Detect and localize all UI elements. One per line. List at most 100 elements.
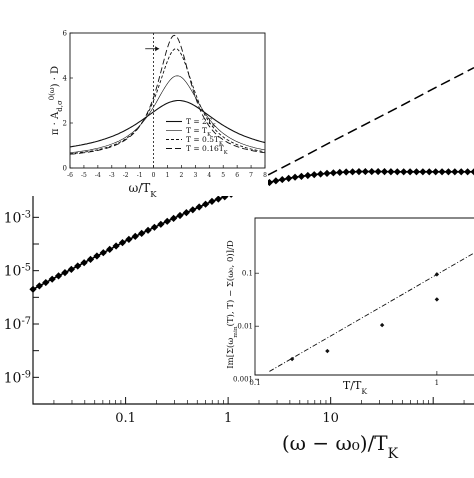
inset-top-x-tick-label: -6 — [67, 172, 73, 179]
inset-bottom-x-tick-label: 1 — [435, 379, 439, 387]
diamond-marker — [42, 278, 50, 287]
diamond-marker — [380, 168, 389, 176]
inset-top-arrow-head — [155, 46, 160, 52]
inset-bottom-point — [379, 322, 385, 328]
diamond-marker — [99, 249, 107, 257]
diamond-marker — [329, 169, 337, 177]
inset-top-y-tick-label: 4 — [63, 75, 68, 83]
diamond-marker — [348, 168, 357, 176]
inset-bottom-y-tick-label: 0.001 — [233, 376, 253, 384]
inset-top-x-tick-label: 6 — [235, 172, 239, 179]
diamond-marker — [48, 275, 56, 283]
inset-bottom-y-tick-label: 0.1 — [242, 270, 253, 278]
inset-top-x-tick-label: 7 — [249, 172, 253, 179]
diamond-markers — [29, 167, 474, 293]
diamond-marker — [29, 285, 37, 293]
inset-bottom-background — [226, 214, 474, 392]
diamond-marker — [131, 232, 139, 240]
inset-top-x-tick-label: 3 — [193, 172, 197, 179]
diamond-marker — [451, 168, 459, 176]
diamond-marker — [272, 177, 280, 185]
inset-top-legend-label: T = TK — [186, 126, 211, 138]
inset-top-legend-label: T = 0.16TK — [186, 144, 228, 156]
diamond-marker — [400, 168, 408, 176]
inset-top-x-tick-label: 5 — [221, 172, 225, 179]
y-tick-label: 10-3 — [4, 209, 31, 227]
inset-top-x-tick-label: -5 — [81, 172, 87, 179]
inset-top-legend-label: T = 2TK — [186, 117, 216, 129]
diamond-marker — [201, 200, 210, 208]
x-tick-label: 10 — [322, 411, 339, 426]
diamond-marker — [425, 168, 433, 176]
diamond-marker — [189, 206, 197, 214]
diamond-marker — [361, 167, 369, 176]
diamond-marker — [317, 170, 325, 178]
inset-bottom-point — [434, 272, 440, 277]
diamond-marker — [35, 282, 43, 290]
diamond-marker — [310, 171, 318, 179]
y-tick-label: 10-5 — [4, 262, 31, 280]
diamond-marker — [457, 168, 465, 176]
y-tick-label: 10-7 — [4, 316, 31, 334]
inset-top-y-tick-label: 6 — [63, 30, 68, 38]
inset-top-x-tick-label: 2 — [180, 172, 184, 179]
inset-top-x-tick-label: -3 — [109, 172, 115, 179]
diamond-marker — [86, 255, 95, 263]
diamond-marker — [419, 168, 427, 176]
diamond-marker — [368, 167, 376, 176]
inset-top-x-tick-label: 8 — [263, 172, 267, 179]
inset-top-x-tick-label: 4 — [207, 172, 211, 179]
diamond-marker — [150, 223, 159, 231]
diamond-marker — [195, 203, 203, 211]
diamond-marker — [170, 214, 178, 222]
diamond-marker — [54, 272, 63, 280]
diamond-marker — [412, 168, 421, 176]
inset-top-x-tick-label: 0 — [152, 172, 156, 179]
inset-bottom-frame — [254, 217, 474, 376]
diamond-marker — [304, 171, 312, 180]
diamond-marker — [285, 174, 293, 182]
diamond-marker — [297, 172, 306, 180]
diamond-marker — [464, 168, 472, 176]
diamond-marker — [80, 259, 88, 267]
diamond-marker — [182, 209, 190, 217]
diamond-marker — [176, 211, 184, 220]
diamond-marker — [444, 168, 453, 176]
x-tick-label: 0.1 — [115, 411, 136, 426]
series-line-dashed — [227, 67, 474, 197]
inset-top-legend-label: T = 0.5TK — [186, 135, 223, 147]
diamond-marker — [163, 217, 171, 225]
inset-top-curve — [69, 34, 266, 155]
diamond-marker — [291, 173, 299, 181]
diamond-marker — [406, 168, 414, 176]
diamond-marker — [138, 229, 146, 237]
inset-top-x-tick-label: -2 — [123, 172, 129, 179]
y-tick-label: 10-9 — [4, 369, 31, 387]
diamond-marker — [374, 167, 382, 176]
diamond-marker — [74, 262, 82, 270]
diamond-marker — [265, 178, 274, 187]
inset-top-curve — [69, 75, 266, 153]
inset-bottom-y-tick-label: 0.01 — [237, 323, 253, 331]
inset-bottom-x-tick-label: 0.1 — [249, 379, 260, 387]
inset-top-x-tick-label: -1 — [137, 172, 143, 179]
inset-top-curve — [69, 48, 266, 155]
diamond-marker — [278, 175, 286, 184]
inset-bottom-x-axis-label: T/TK — [343, 379, 367, 396]
x-axis-label: (ω − ω₀)/TK — [282, 431, 399, 462]
diamond-marker — [61, 269, 69, 277]
diamond-marker — [432, 168, 440, 176]
inset-top-y-axis-label: π · Ad,σ0(ω) · D — [48, 66, 64, 135]
inset-top-x-tick-label: 1 — [166, 172, 170, 179]
diamond-marker — [214, 195, 222, 203]
x-tick-label: 1 — [224, 411, 232, 426]
inset-bottom-point — [325, 348, 330, 354]
diamond-marker — [393, 168, 401, 176]
inset-bottom-y-axis-label: Im[Σ(ωmin(T), T) − Σ(ω₀, 0)]/D — [225, 240, 239, 369]
diamond-marker — [67, 265, 75, 273]
diamond-marker — [355, 168, 363, 176]
inset-bottom-plot: 0.1 1 0.001 0.01 0.1 T/TK Im[Σ(ωmin(T), T) − Σ… — [225, 214, 474, 396]
inset-bottom-point — [434, 297, 440, 302]
